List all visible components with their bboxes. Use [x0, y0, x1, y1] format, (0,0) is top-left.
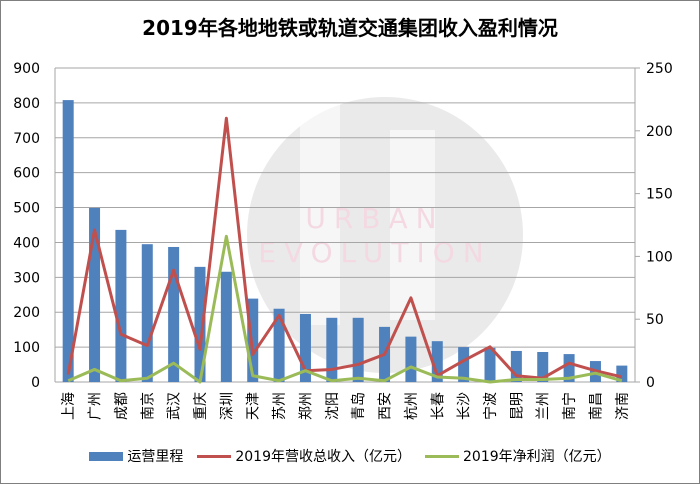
x-axis-label: 南昌: [588, 392, 604, 420]
x-axis-label: 南宁: [561, 392, 578, 420]
x-axis-label: 济南: [615, 392, 631, 420]
bar-济南: [616, 365, 628, 382]
x-axis-label: 广州: [88, 392, 104, 420]
legend-item-mileage: 运营里程: [89, 446, 183, 466]
x-axis-label: 兰州: [536, 392, 552, 420]
right-axis-tick-label: 150: [646, 187, 673, 203]
right-axis-tick-label: 250: [646, 61, 673, 77]
legend-label: 运营里程: [127, 449, 184, 465]
right-axis-ticks: 0 50 100 150 200 250: [635, 61, 673, 391]
bar-武汉: [168, 246, 180, 382]
revenue-line: [66, 116, 623, 380]
legend-bar-swatch: [89, 451, 124, 461]
x-axis-label: 宁波: [482, 392, 499, 420]
left-axis-tick-label: 0: [31, 375, 40, 391]
legend-label: 2019年营收总收入（亿元）: [235, 449, 411, 465]
x-axis-label: 成都: [114, 392, 130, 420]
left-axis-tick-label: 900: [13, 61, 40, 77]
watermark-text: EVOLUTION: [258, 236, 491, 269]
left-axis-tick-label: 800: [13, 96, 40, 112]
x-axis-label: 武汉: [167, 392, 183, 420]
left-axis-tick-label: 300: [13, 270, 40, 286]
x-axis-label: 上海: [61, 392, 77, 420]
x-axis-label: 郑州: [298, 392, 314, 420]
bar-沈阳: [326, 317, 338, 382]
left-axis-tick-label: 700: [13, 131, 40, 147]
right-axis-tick-label: 200: [646, 124, 673, 140]
left-axis-tick-label: 500: [13, 201, 40, 217]
bar-广州: [89, 207, 101, 382]
right-axis-tick-label: 0: [646, 375, 655, 391]
x-axis-label: 长春: [430, 392, 446, 420]
bar-南京: [141, 244, 153, 382]
bar-南宁: [563, 354, 575, 382]
bar-深圳: [220, 271, 232, 382]
profit-line: [67, 234, 623, 384]
bar-苏州: [273, 308, 285, 382]
bar-长沙: [458, 347, 470, 382]
legend: 运营里程 2019年营收总收入（亿元） 2019年净利润（亿元）: [0, 446, 700, 466]
legend-line-swatch: [425, 454, 459, 458]
bar-上海: [62, 100, 74, 382]
right-axis-tick-label: 100: [646, 249, 673, 265]
bar-昆明: [510, 350, 522, 382]
bar-青岛: [352, 317, 364, 382]
left-axis-tick-label: 100: [13, 340, 40, 356]
legend-item-revenue: 2019年营收总收入（亿元）: [197, 446, 411, 466]
line-series: [66, 116, 623, 384]
bar-郑州: [299, 313, 311, 382]
x-axis-label: 南京: [140, 392, 156, 420]
x-axis-labels: 上海 广州 成都 南京 武汉 重庆 深圳 天津 苏州 郑州 沈阳 青岛 西安 杭州 长春 长沙 宁波 昆明 兰州 南宁…: [61, 392, 631, 420]
watermark-logo-stroke: [390, 130, 435, 320]
watermark-logo-stroke: [300, 95, 340, 325]
x-axis-label: 青岛: [351, 392, 367, 420]
x-axis-label: 沈阳: [325, 392, 341, 420]
x-axis-label: 苏州: [272, 392, 288, 420]
legend-label: 2019年净利润（亿元）: [463, 449, 611, 465]
legend-item-profit: 2019年净利润（亿元）: [425, 446, 611, 466]
left-axis-tick-label: 200: [13, 305, 40, 321]
x-axis-label: 天津: [246, 392, 262, 420]
legend-line-swatch: [197, 454, 232, 458]
right-axis-tick-label: 50: [646, 312, 664, 328]
bar-重庆: [194, 266, 206, 382]
bar-杭州: [405, 336, 417, 382]
x-axis-label: 杭州: [404, 392, 420, 420]
bar-成都: [115, 229, 127, 382]
left-axis-tick-label: 400: [13, 235, 40, 251]
x-axis-label: 重庆: [193, 392, 209, 420]
left-axis-tick-label: 600: [13, 166, 40, 182]
x-axis-label: 西安: [378, 392, 394, 420]
x-axis-label: 深圳: [219, 392, 235, 420]
bar-兰州: [537, 351, 549, 382]
x-axis-label: 昆明: [509, 392, 525, 420]
left-axis-ticks: 0 100 200 300 400 500 600 700 800 900: [13, 61, 40, 391]
watermark-text: URBAN: [305, 202, 444, 235]
x-axis-label: 长沙: [457, 392, 473, 420]
bar-长春: [431, 341, 443, 382]
bar-天津: [247, 298, 259, 382]
bar-宁波: [484, 347, 496, 382]
chart-title: 2019年各地地铁或轨道交通集团收入盈利情况: [142, 16, 558, 40]
